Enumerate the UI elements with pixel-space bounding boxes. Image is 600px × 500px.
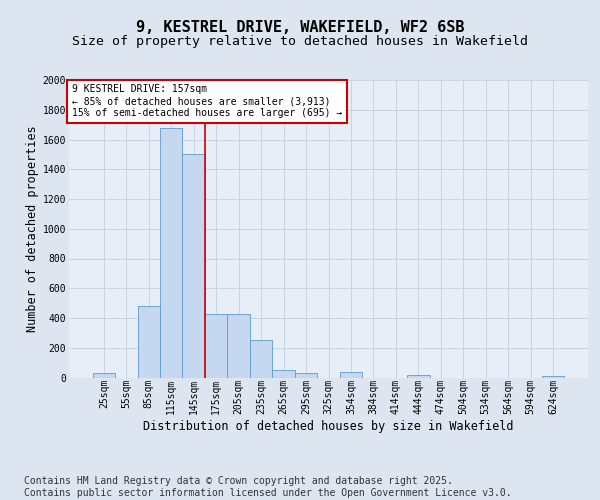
Bar <box>182 154 205 378</box>
Bar <box>407 374 430 378</box>
Y-axis label: Number of detached properties: Number of detached properties <box>26 126 38 332</box>
Text: Size of property relative to detached houses in Wakefield: Size of property relative to detached ho… <box>72 35 528 48</box>
Bar <box>205 314 227 378</box>
Bar <box>92 373 115 378</box>
Bar <box>160 128 182 378</box>
Text: 9, KESTREL DRIVE, WAKEFIELD, WF2 6SB: 9, KESTREL DRIVE, WAKEFIELD, WF2 6SB <box>136 20 464 35</box>
Bar <box>227 314 250 378</box>
Bar <box>295 373 317 378</box>
Text: 9 KESTREL DRIVE: 157sqm
← 85% of detached houses are smaller (3,913)
15% of semi: 9 KESTREL DRIVE: 157sqm ← 85% of detache… <box>71 84 342 117</box>
Text: Contains HM Land Registry data © Crown copyright and database right 2025.
Contai: Contains HM Land Registry data © Crown c… <box>24 476 512 498</box>
Bar <box>250 340 272 378</box>
Bar <box>542 376 565 378</box>
Bar <box>137 306 160 378</box>
Bar <box>272 370 295 378</box>
Bar <box>340 372 362 378</box>
X-axis label: Distribution of detached houses by size in Wakefield: Distribution of detached houses by size … <box>143 420 514 432</box>
